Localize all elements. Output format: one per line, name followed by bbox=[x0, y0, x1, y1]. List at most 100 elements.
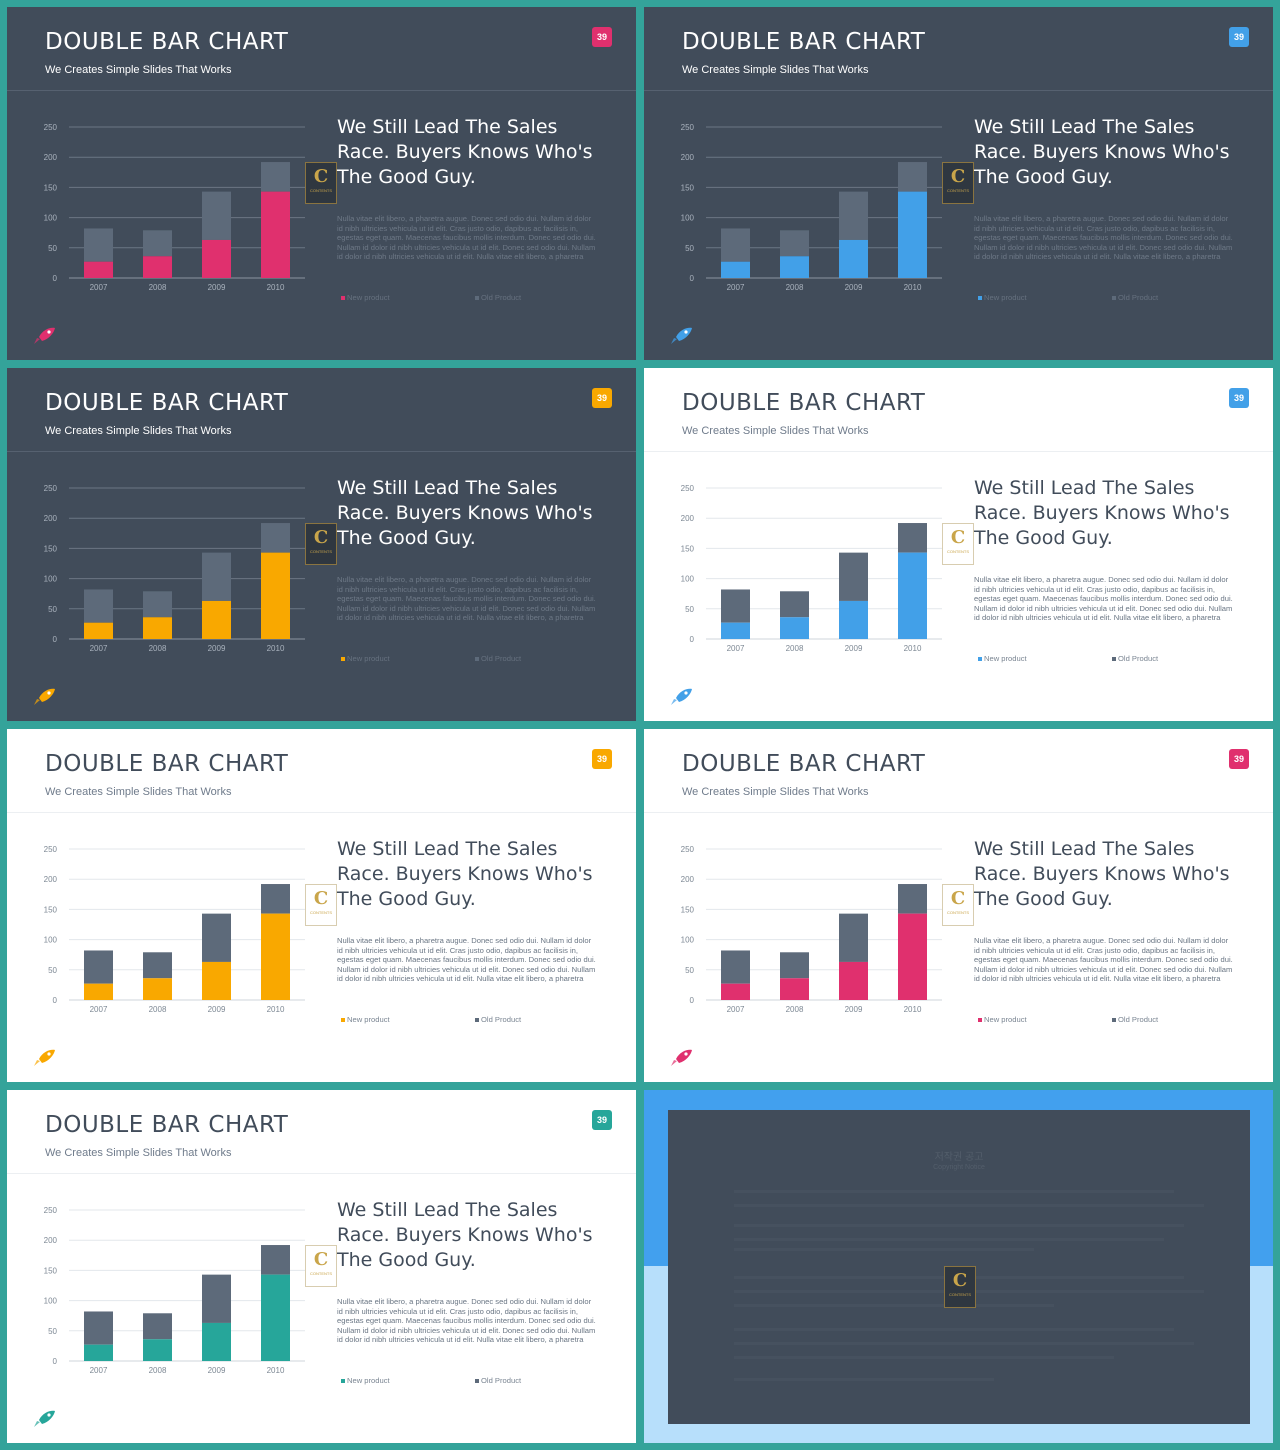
rocket-icon bbox=[34, 688, 55, 705]
copyright-text-line bbox=[734, 1248, 1034, 1251]
x-tick-label: 2008 bbox=[149, 1366, 167, 1375]
rocket-body bbox=[39, 688, 55, 702]
bar-new-product-2008 bbox=[780, 256, 809, 278]
rocket-window bbox=[47, 1413, 51, 1417]
bar-new-product-2009 bbox=[202, 961, 231, 1000]
legend-swatch bbox=[475, 657, 479, 661]
copyright-text-line bbox=[734, 1204, 1204, 1207]
brand-logo: C CONTENTS bbox=[305, 162, 337, 204]
double-bar-chart: 0 50 100 150 200 250 2007 2008 2009 2010 bbox=[44, 123, 305, 292]
brand-logo: C CONTENTS bbox=[944, 1266, 976, 1308]
headline: We Still Lead The Sales Race. Buyers Kno… bbox=[337, 1199, 593, 1271]
legend-label: Old Product bbox=[481, 293, 522, 302]
legend-old-product: Old Product bbox=[1112, 293, 1158, 302]
x-tick-label: 2007 bbox=[90, 1366, 108, 1375]
bar-old-product-2009 bbox=[202, 1274, 231, 1323]
rocket-flame bbox=[671, 699, 677, 705]
rocket-icon bbox=[671, 327, 692, 344]
legend-new-product: New product bbox=[978, 1015, 1027, 1024]
bar-new-product-2007 bbox=[84, 983, 113, 1000]
copyright-slide: 저작권 공고 Copyright Notice C CONTENTS bbox=[644, 1090, 1273, 1443]
bar-old-product-2010 bbox=[261, 162, 290, 192]
headline: We Still Lead The Sales Race. Buyers Kno… bbox=[337, 838, 593, 910]
copyright-title: 저작권 공고 bbox=[934, 1152, 984, 1163]
bar-new-product-2010 bbox=[898, 191, 927, 278]
bar-old-product-2009 bbox=[202, 552, 231, 601]
x-tick-label: 2010 bbox=[267, 283, 285, 292]
y-tick-label: 50 bbox=[48, 1327, 57, 1336]
y-tick-label: 150 bbox=[681, 905, 695, 914]
body-text: Nulla vitae elit libero, a pharetra augu… bbox=[974, 575, 1233, 623]
x-tick-label: 2009 bbox=[208, 1005, 226, 1014]
rocket-window bbox=[684, 691, 688, 695]
bar-old-product-2010 bbox=[898, 162, 927, 192]
logo-text: CONTENTS bbox=[310, 1271, 332, 1276]
bar-old-product-2008 bbox=[143, 230, 172, 257]
y-tick-label: 0 bbox=[53, 996, 58, 1005]
y-tick-label: 150 bbox=[681, 183, 695, 192]
rocket-icon bbox=[34, 327, 55, 344]
legend-label: New product bbox=[347, 293, 390, 302]
slide-7: DOUBLE BAR CHART We Creates Simple Slides… bbox=[7, 1090, 636, 1443]
slide-title: DOUBLE BAR CHART bbox=[45, 1112, 289, 1138]
bar-old-product-2009 bbox=[839, 552, 868, 601]
x-tick-label: 2008 bbox=[786, 644, 804, 653]
x-tick-label: 2008 bbox=[786, 283, 804, 292]
y-tick-label: 250 bbox=[44, 845, 58, 854]
bar-new-product-2009 bbox=[839, 239, 868, 278]
slide-3: DOUBLE BAR CHART We Creates Simple Slides… bbox=[7, 368, 636, 721]
legend-label: New product bbox=[984, 293, 1027, 302]
copyright-text-line bbox=[734, 1224, 1184, 1227]
y-tick-label: 200 bbox=[681, 875, 695, 884]
x-tick-label: 2010 bbox=[267, 1366, 285, 1375]
rocket-icon bbox=[671, 688, 692, 705]
logo-letter: C bbox=[952, 1270, 968, 1291]
slide-subtitle: We Creates Simple Slides That Works bbox=[45, 786, 232, 798]
rocket-window bbox=[47, 1052, 51, 1056]
bar-old-product-2010 bbox=[898, 523, 927, 553]
y-tick-label: 150 bbox=[681, 544, 695, 553]
body-text: Nulla vitae elit libero, a pharetra augu… bbox=[974, 214, 1233, 262]
logo-letter: C bbox=[950, 527, 966, 548]
page-number-badge: 39 bbox=[592, 1110, 612, 1130]
x-tick-label: 2008 bbox=[149, 644, 167, 653]
logo-letter: C bbox=[313, 1249, 329, 1270]
copyright-text-line bbox=[734, 1342, 1194, 1345]
bar-old-product-2010 bbox=[261, 884, 290, 914]
slide-title: DOUBLE BAR CHART bbox=[682, 751, 926, 777]
copyright-panel: 저작권 공고 Copyright Notice C CONTENTS bbox=[668, 1110, 1250, 1424]
legend-old-product: Old Product bbox=[475, 654, 521, 663]
y-tick-label: 200 bbox=[44, 153, 58, 162]
page-number-badge: 39 bbox=[1229, 749, 1249, 769]
legend-label: Old Product bbox=[481, 1015, 522, 1024]
y-tick-label: 150 bbox=[44, 905, 58, 914]
y-tick-label: 100 bbox=[44, 936, 58, 945]
page-number-badge: 39 bbox=[592, 27, 612, 47]
x-tick-label: 2007 bbox=[727, 283, 745, 292]
slide-4: DOUBLE BAR CHART We Creates Simple Slides… bbox=[644, 368, 1273, 721]
bar-old-product-2007 bbox=[84, 1311, 113, 1345]
bar-new-product-2010 bbox=[261, 191, 290, 278]
bar-old-product-2007 bbox=[84, 950, 113, 984]
bar-old-product-2008 bbox=[780, 591, 809, 618]
bar-old-product-2010 bbox=[898, 884, 927, 914]
slide-5: DOUBLE BAR CHART We Creates Simple Slides… bbox=[7, 729, 636, 1082]
x-tick-label: 2009 bbox=[208, 1366, 226, 1375]
y-tick-label: 250 bbox=[681, 123, 695, 132]
body-text: Nulla vitae elit libero, a pharetra augu… bbox=[337, 936, 596, 984]
rocket-flame bbox=[34, 1060, 40, 1066]
legend-swatch bbox=[341, 1379, 345, 1383]
x-tick-label: 2010 bbox=[904, 644, 922, 653]
rocket-body bbox=[39, 327, 55, 341]
legend-swatch bbox=[978, 1018, 982, 1022]
bar-old-product-2008 bbox=[143, 1313, 172, 1340]
bar-new-product-2009 bbox=[839, 600, 868, 639]
double-bar-chart: 0 50 100 150 200 250 2007 2008 2009 2010 bbox=[681, 484, 942, 653]
headline: We Still Lead The Sales Race. Buyers Kno… bbox=[974, 838, 1230, 910]
legend-old-product: Old Product bbox=[1112, 1015, 1158, 1024]
legend-old-product: Old Product bbox=[1112, 654, 1158, 663]
legend-swatch bbox=[341, 296, 345, 300]
slide-6: DOUBLE BAR CHART We Creates Simple Slides… bbox=[644, 729, 1273, 1082]
y-tick-label: 50 bbox=[685, 244, 694, 253]
legend-label: Old Product bbox=[481, 654, 522, 663]
